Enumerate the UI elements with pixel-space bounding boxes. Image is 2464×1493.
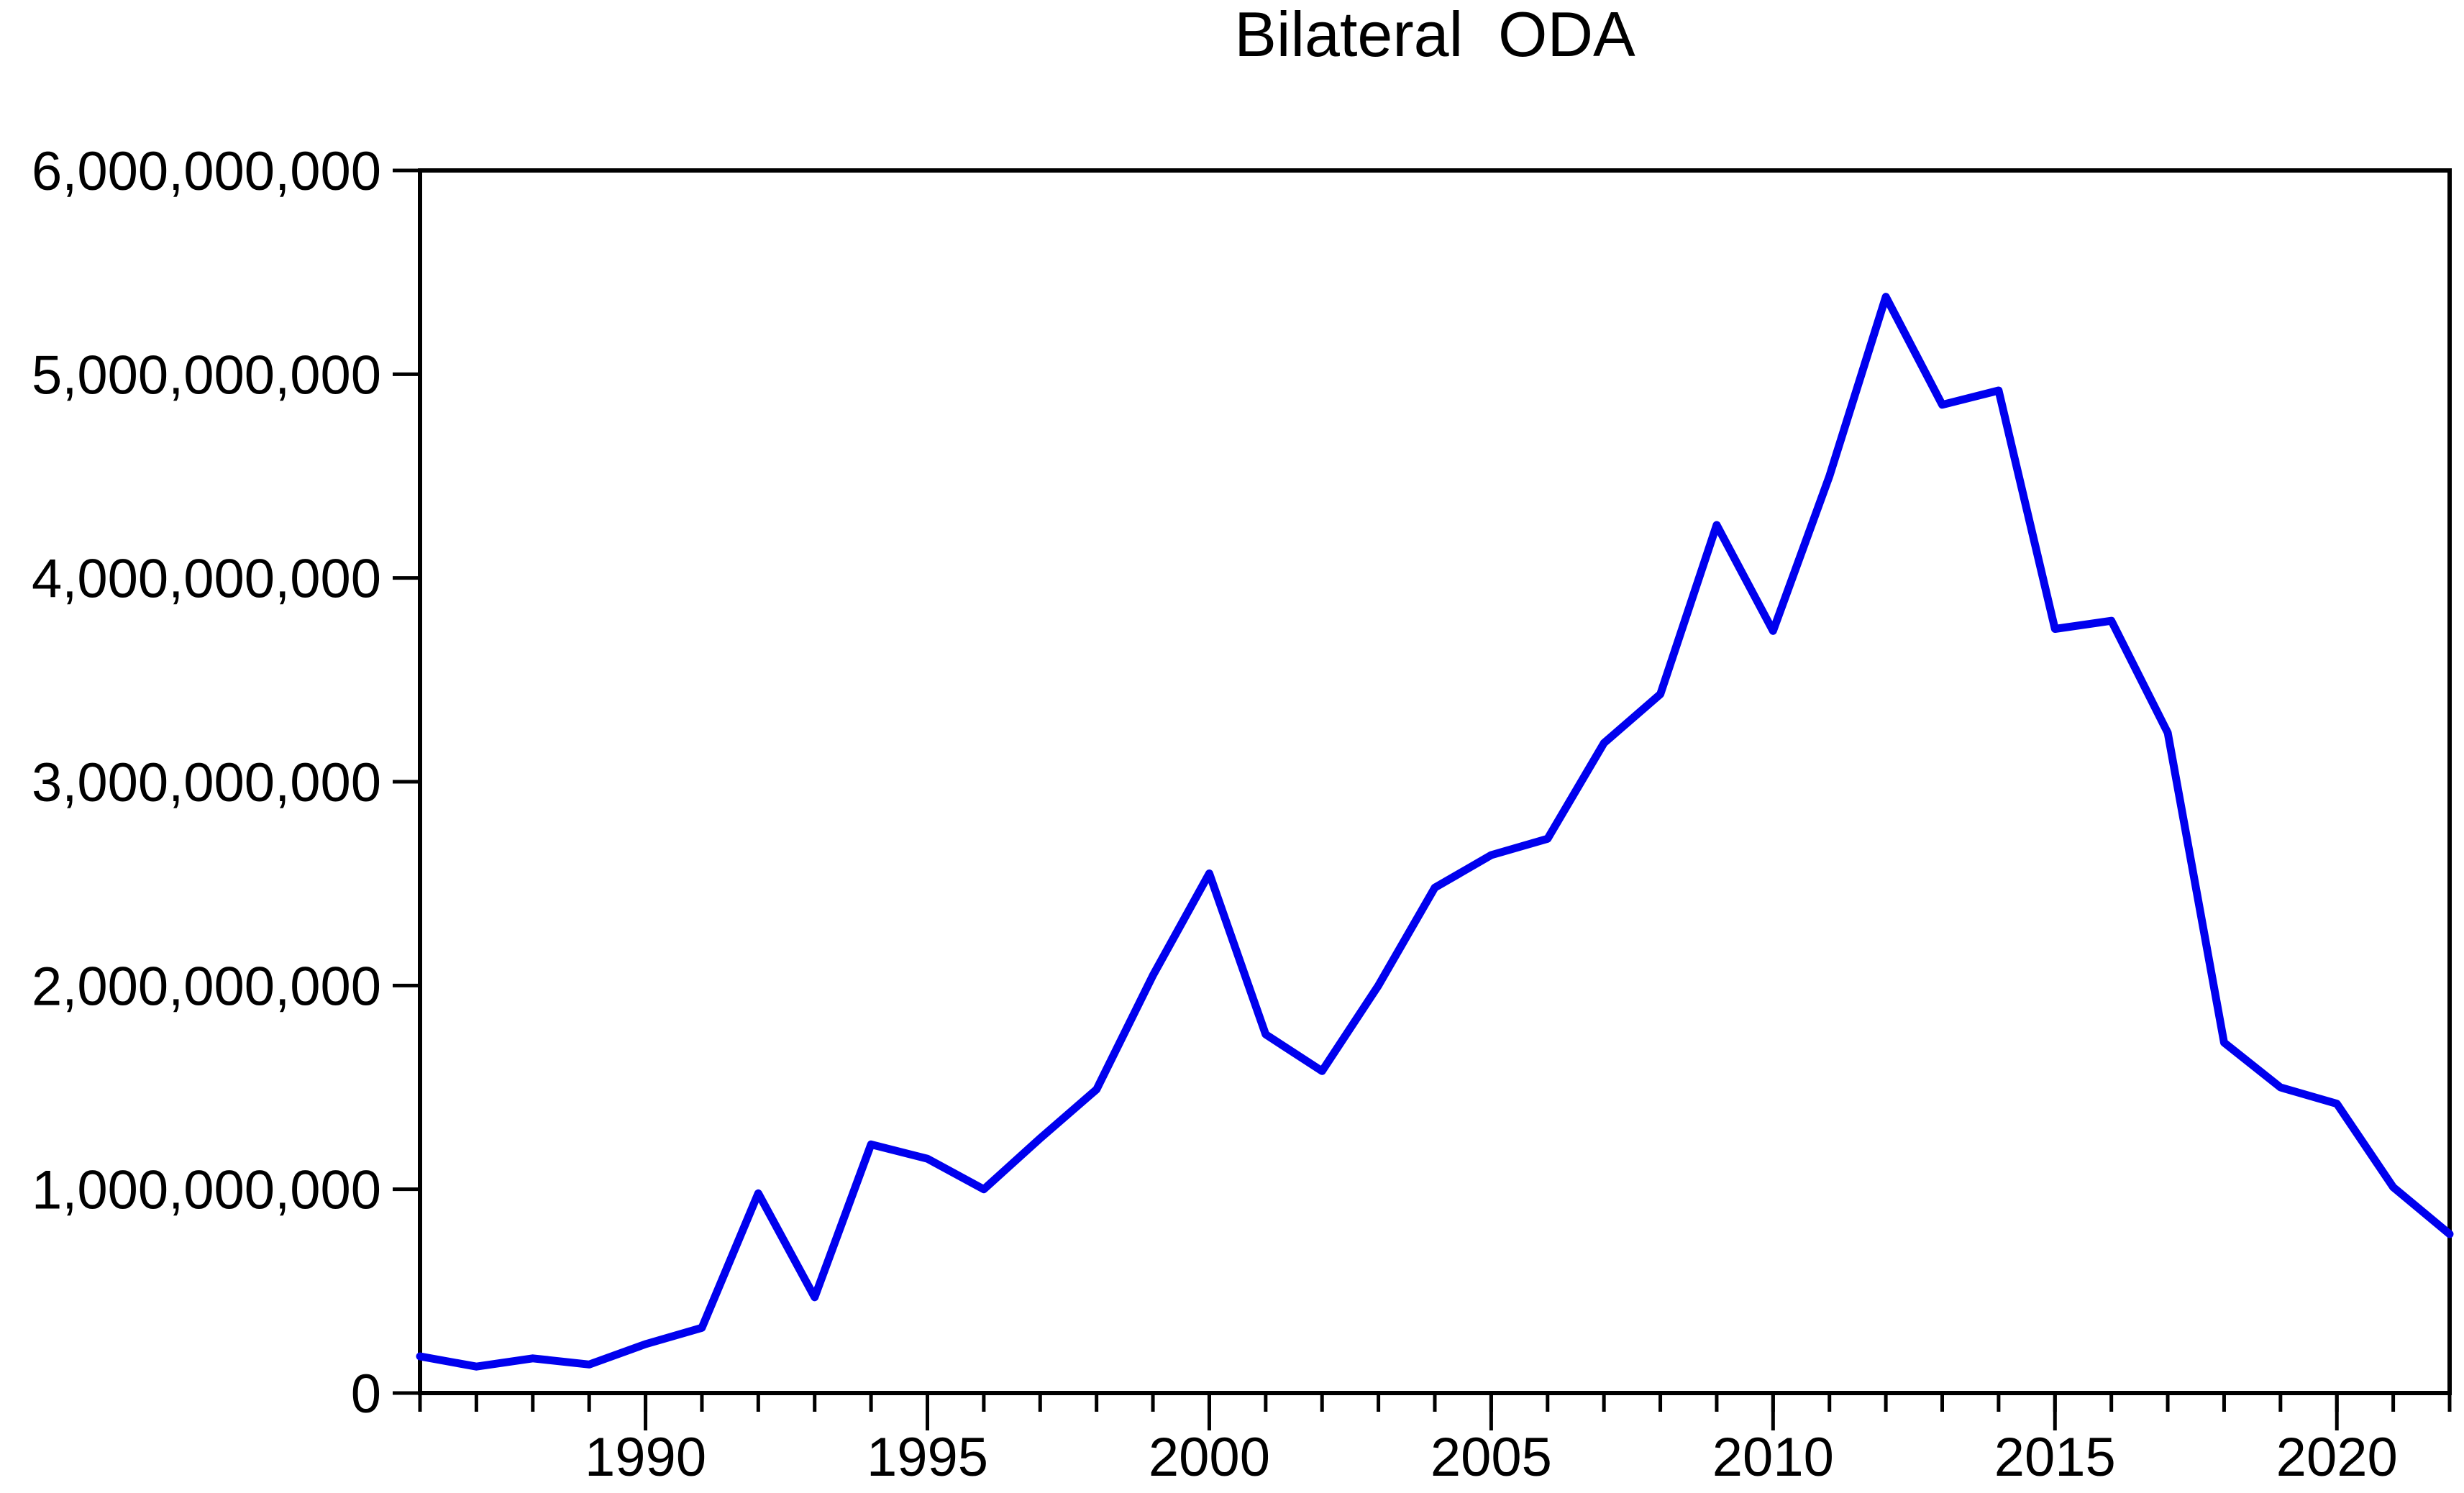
x-tick-label: 2020 [2276, 1427, 2398, 1488]
y-tick-label: 4,000,000,000 [32, 549, 381, 610]
plot-border [418, 168, 2452, 1395]
data-line-bilateral-oda [416, 293, 2454, 1371]
y-tick-label: 0 [351, 1364, 381, 1425]
x-tick-label: 2000 [1149, 1427, 1270, 1488]
y-tick-label: 1,000,000,000 [32, 1160, 381, 1221]
x-tick-label: 1990 [585, 1427, 706, 1488]
x-tick-label: 2015 [1994, 1427, 2116, 1488]
x-tick-label: 2010 [1712, 1427, 1834, 1488]
x-tick-label: 2005 [1431, 1427, 1552, 1488]
y-tick-label: 5,000,000,000 [32, 344, 381, 406]
y-tick-label: 3,000,000,000 [32, 752, 381, 813]
chart-title: Bilateral ODA [1234, 0, 1635, 70]
x-tick-label: 1995 [867, 1427, 988, 1488]
y-tick-label: 6,000,000,000 [32, 141, 381, 202]
y-tick-label: 2,000,000,000 [32, 956, 381, 1017]
